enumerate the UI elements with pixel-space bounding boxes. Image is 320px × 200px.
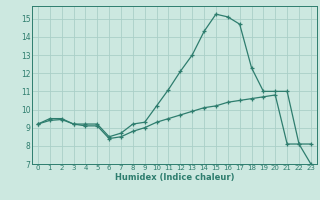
X-axis label: Humidex (Indice chaleur): Humidex (Indice chaleur) (115, 173, 234, 182)
